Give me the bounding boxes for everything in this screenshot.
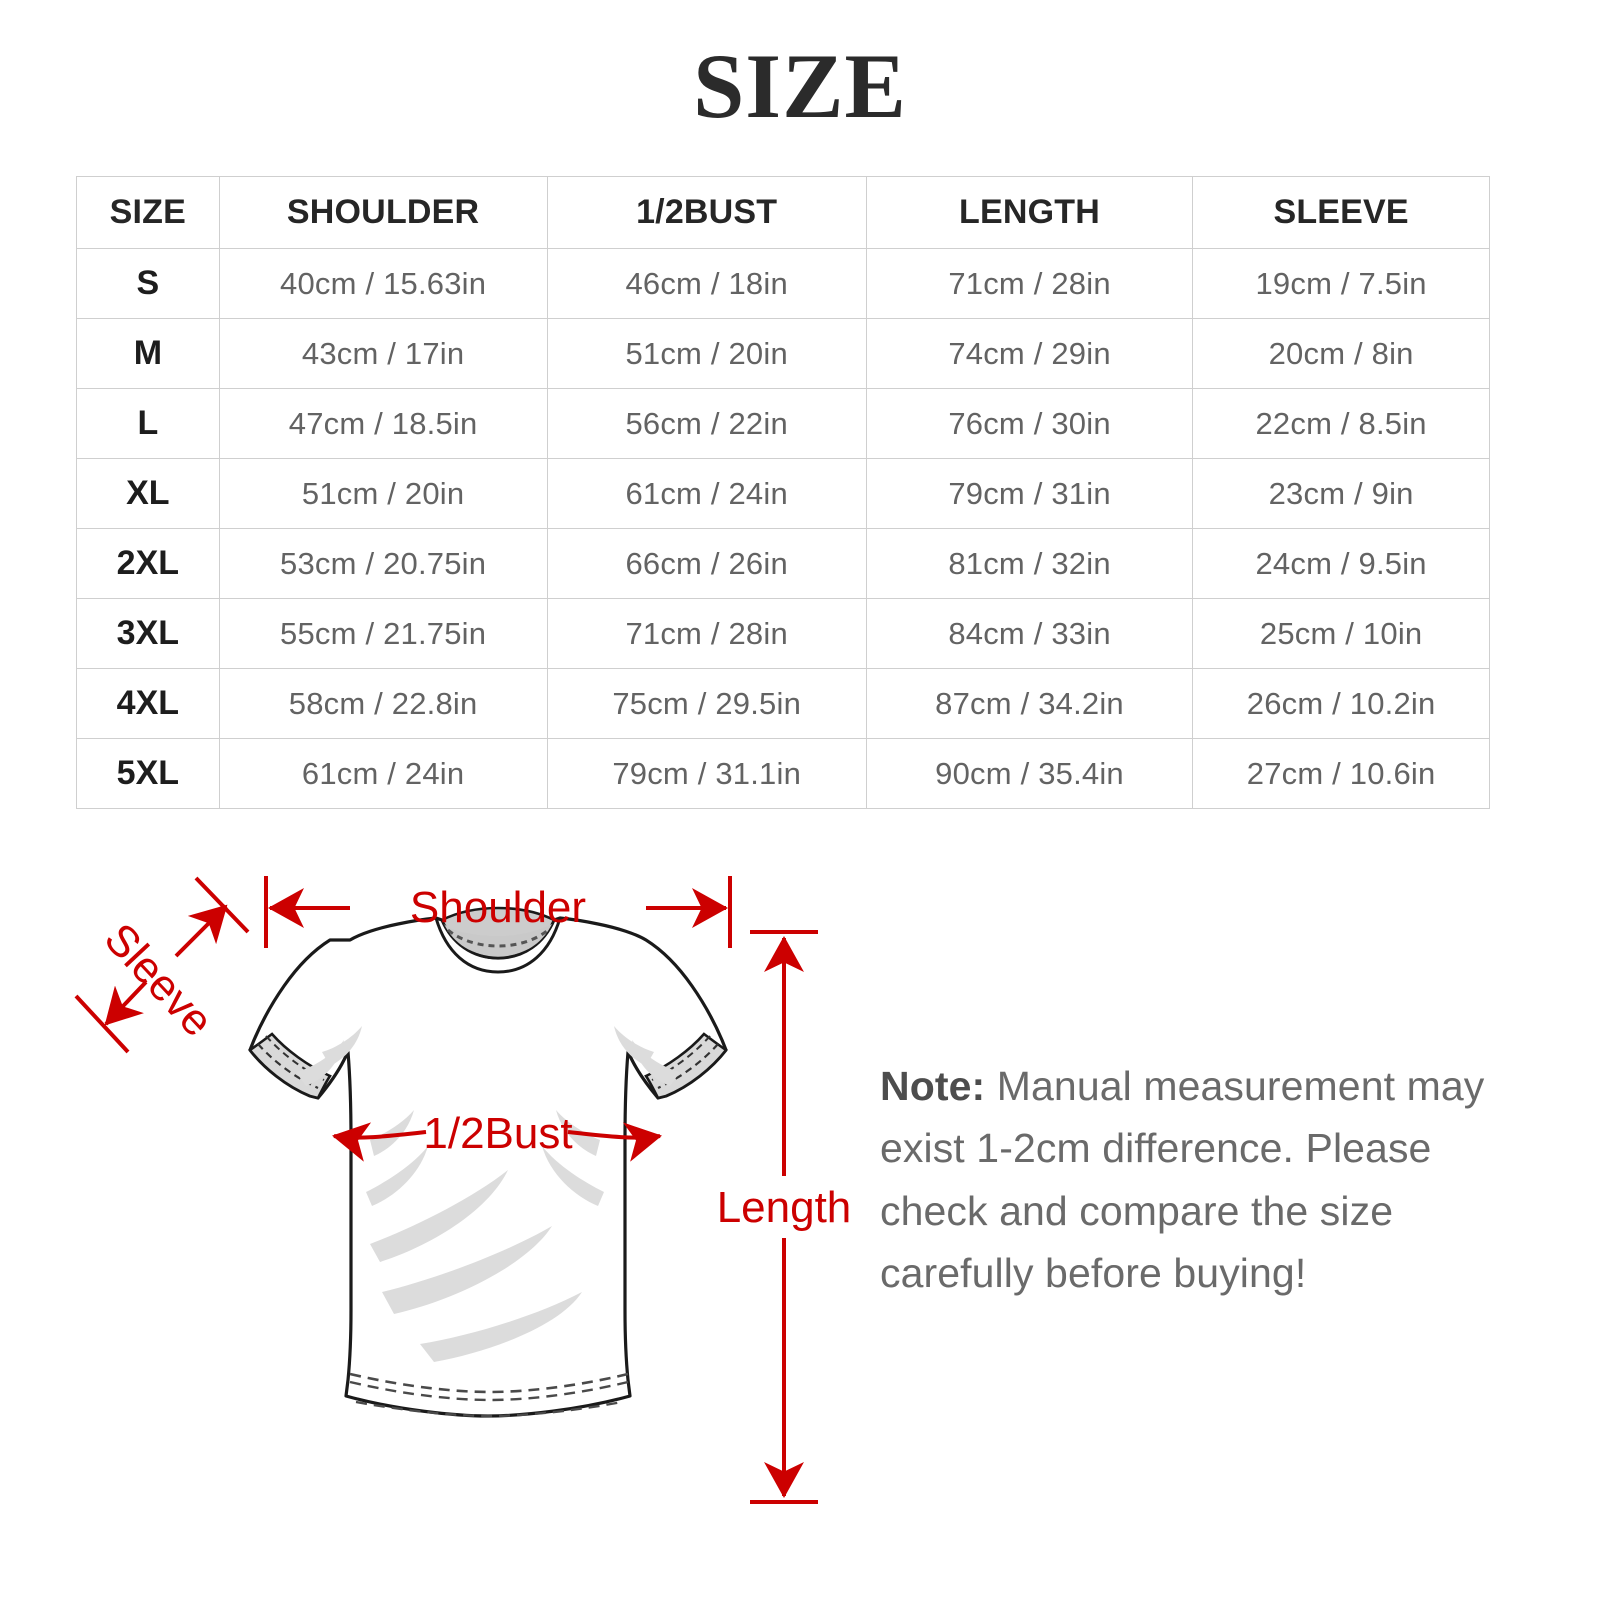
- note-label: Note:: [880, 1063, 986, 1109]
- cell-length: 90cm / 35.4in: [865, 738, 1194, 809]
- size-chart-table: SIZE SHOULDER 1/2BUST LENGTH SLEEVE S 40…: [76, 176, 1490, 809]
- measurement-diagram: Shoulder Sleeve 1/2Bust Length: [60, 840, 880, 1560]
- sleeve-tick-top: [194, 876, 250, 934]
- cell-sleeve: 24cm / 9.5in: [1192, 528, 1490, 599]
- cell-bust: 75cm / 29.5in: [546, 668, 867, 739]
- length-measurement: Length: [717, 930, 852, 1504]
- cell-shoulder: 58cm / 22.8in: [218, 668, 548, 739]
- shoulder-measurement: Shoulder: [264, 876, 732, 948]
- table-row: 4XL 58cm / 22.8in 75cm / 29.5in 87cm / 3…: [76, 668, 1490, 739]
- size-table-container: SIZE SHOULDER 1/2BUST LENGTH SLEEVE S 40…: [76, 176, 1490, 809]
- cell-bust: 79cm / 31.1in: [546, 738, 867, 809]
- table-row: 3XL 55cm / 21.75in 71cm / 28in 84cm / 33…: [76, 598, 1490, 669]
- bust-measurement: 1/2Bust: [332, 1109, 662, 1162]
- tshirt-collar-gray-fill: [444, 924, 552, 956]
- table-row: 5XL 61cm / 24in 79cm / 31.1in 90cm / 35.…: [76, 738, 1490, 809]
- bust-arrow-left: [332, 1122, 427, 1162]
- cell-sleeve: 22cm / 8.5in: [1192, 388, 1490, 459]
- table-row: XL 51cm / 20in 61cm / 24in 79cm / 31in 2…: [76, 458, 1490, 529]
- tshirt-fabric-folds: [296, 1026, 680, 1362]
- cell-length: 79cm / 31in: [865, 458, 1194, 529]
- column-header-size: SIZE: [76, 176, 220, 249]
- sleeve-label: Sleeve: [95, 914, 223, 1046]
- tshirt-sleeve-stitch-right: [657, 1043, 719, 1090]
- cell-sleeve: 20cm / 8in: [1192, 318, 1490, 389]
- sleeve-arrow-down: [104, 980, 148, 1026]
- cell-size: M: [76, 318, 220, 389]
- cell-length: 74cm / 29in: [865, 318, 1194, 389]
- cell-shoulder: 51cm / 20in: [218, 458, 548, 529]
- cell-sleeve: 25cm / 10in: [1192, 598, 1490, 669]
- cell-shoulder: 47cm / 18.5in: [218, 388, 548, 459]
- tshirt-sleeve-stitch-left: [257, 1043, 319, 1090]
- cell-shoulder: 53cm / 20.75in: [218, 528, 548, 599]
- cell-size: 5XL: [76, 738, 220, 809]
- page-title: SIZE: [693, 35, 907, 137]
- tshirt-collar-rib: [434, 917, 562, 974]
- cell-bust: 46cm / 18in: [546, 248, 867, 319]
- column-header-sleeve: SLEEVE: [1192, 176, 1490, 249]
- table-header-row: SIZE SHOULDER 1/2BUST LENGTH SLEEVE: [76, 176, 1490, 249]
- cell-length: 81cm / 32in: [865, 528, 1194, 599]
- column-header-length: LENGTH: [865, 176, 1194, 249]
- cell-shoulder: 61cm / 24in: [218, 738, 548, 809]
- sleeve-tick-bottom: [74, 994, 130, 1054]
- tshirt-collar-stitch: [447, 928, 549, 948]
- cell-size: XL: [76, 458, 220, 529]
- table-header: SIZE SHOULDER 1/2BUST LENGTH SLEEVE: [76, 176, 1490, 249]
- note-text: Manual measurement may exist 1-2cm diffe…: [880, 1063, 1485, 1296]
- bust-label: 1/2Bust: [423, 1109, 572, 1158]
- cell-bust: 51cm / 20in: [546, 318, 867, 389]
- cell-bust: 56cm / 22in: [546, 388, 867, 459]
- cell-shoulder: 43cm / 17in: [218, 318, 548, 389]
- cell-sleeve: 23cm / 9in: [1192, 458, 1490, 529]
- cell-shoulder: 55cm / 21.75in: [218, 598, 548, 669]
- length-label: Length: [717, 1183, 852, 1232]
- cell-size: S: [76, 248, 220, 319]
- cell-bust: 71cm / 28in: [546, 598, 867, 669]
- note-block: Note: Manual measurement may exist 1-2cm…: [880, 1055, 1520, 1304]
- cell-size: 2XL: [76, 528, 220, 599]
- cell-length: 87cm / 34.2in: [865, 668, 1194, 739]
- cell-size: L: [76, 388, 220, 459]
- table-row: L 47cm / 18.5in 56cm / 22in 76cm / 30in …: [76, 388, 1490, 459]
- bust-arrow-right: [567, 1122, 662, 1162]
- cell-length: 84cm / 33in: [865, 598, 1194, 669]
- tshirt-illustration: [248, 906, 728, 1418]
- cell-sleeve: 19cm / 7.5in: [1192, 248, 1490, 319]
- table-row: S 40cm / 15.63in 46cm / 18in 71cm / 28in…: [76, 248, 1490, 319]
- shoulder-label: Shoulder: [410, 883, 586, 932]
- table-row: 2XL 53cm / 20.75in 66cm / 26in 81cm / 32…: [76, 528, 1490, 599]
- cell-bust: 61cm / 24in: [546, 458, 867, 529]
- table-row: M 43cm / 17in 51cm / 20in 74cm / 29in 20…: [76, 318, 1490, 389]
- column-header-shoulder: SHOULDER: [218, 176, 548, 249]
- tshirt-bottom-hem-stitch-3: [355, 1400, 623, 1418]
- cell-size: 4XL: [76, 668, 220, 739]
- cell-shoulder: 40cm / 15.63in: [218, 248, 548, 319]
- table-body: S 40cm / 15.63in 46cm / 18in 71cm / 28in…: [76, 248, 1490, 809]
- sleeve-arrow-up: [174, 904, 228, 958]
- cell-sleeve: 27cm / 10.6in: [1192, 738, 1490, 809]
- cell-sleeve: 26cm / 10.2in: [1192, 668, 1490, 739]
- cell-length: 76cm / 30in: [865, 388, 1194, 459]
- cell-length: 71cm / 28in: [865, 248, 1194, 319]
- cell-size: 3XL: [76, 598, 220, 669]
- cell-bust: 66cm / 26in: [546, 528, 867, 599]
- column-header-bust: 1/2BUST: [546, 176, 867, 249]
- sleeve-measurement: Sleeve: [74, 876, 250, 1054]
